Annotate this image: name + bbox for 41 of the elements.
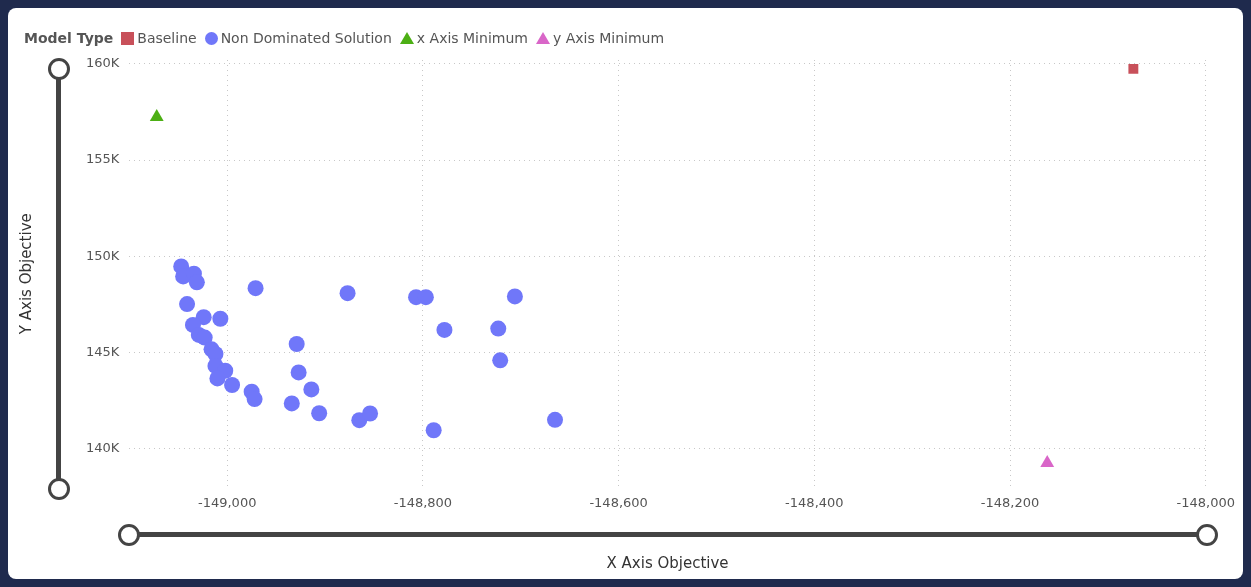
point xyxy=(506,288,523,305)
legend-label: Baseline xyxy=(137,30,197,46)
point xyxy=(196,329,213,346)
point xyxy=(425,422,442,439)
point xyxy=(1128,63,1139,74)
y-tick-label: 150K xyxy=(85,247,120,263)
point xyxy=(288,335,305,352)
x-tick-label: -149,000 xyxy=(197,494,257,510)
legend-label: x Axis Minimum xyxy=(416,30,528,46)
point xyxy=(490,320,507,337)
point xyxy=(224,376,241,393)
point xyxy=(195,309,212,326)
point xyxy=(547,411,564,428)
y-tick-label: 160K xyxy=(85,55,120,71)
legend-label: y Axis Minimum xyxy=(552,30,665,46)
legend-label: Non Dominated Solution xyxy=(220,30,392,46)
point xyxy=(179,296,196,313)
point xyxy=(283,395,300,412)
point xyxy=(247,280,264,297)
point xyxy=(246,391,263,408)
y-tick-label: 140K xyxy=(85,440,120,456)
x-axis-title: X Axis Objective xyxy=(606,553,729,572)
x-tick-label: -148,600 xyxy=(589,494,648,510)
y-tick-label: 145K xyxy=(85,344,120,360)
point xyxy=(303,381,320,398)
point xyxy=(188,274,205,291)
point xyxy=(362,405,379,422)
y-axis-title: Y Axis Objective xyxy=(16,213,35,336)
legend-title: Model Type xyxy=(24,30,114,46)
point xyxy=(492,352,509,369)
point xyxy=(290,364,307,381)
point xyxy=(209,370,226,387)
point xyxy=(436,321,453,338)
x-tick-label: -148,200 xyxy=(980,494,1040,510)
point xyxy=(311,405,328,422)
point xyxy=(212,310,229,327)
point xyxy=(339,285,356,302)
x-tick-label: -148,800 xyxy=(393,494,453,510)
x-tick-label: -148,000 xyxy=(1176,494,1235,510)
x-tick-label: -148,400 xyxy=(785,494,844,510)
y-tick-label: 155K xyxy=(85,151,120,167)
